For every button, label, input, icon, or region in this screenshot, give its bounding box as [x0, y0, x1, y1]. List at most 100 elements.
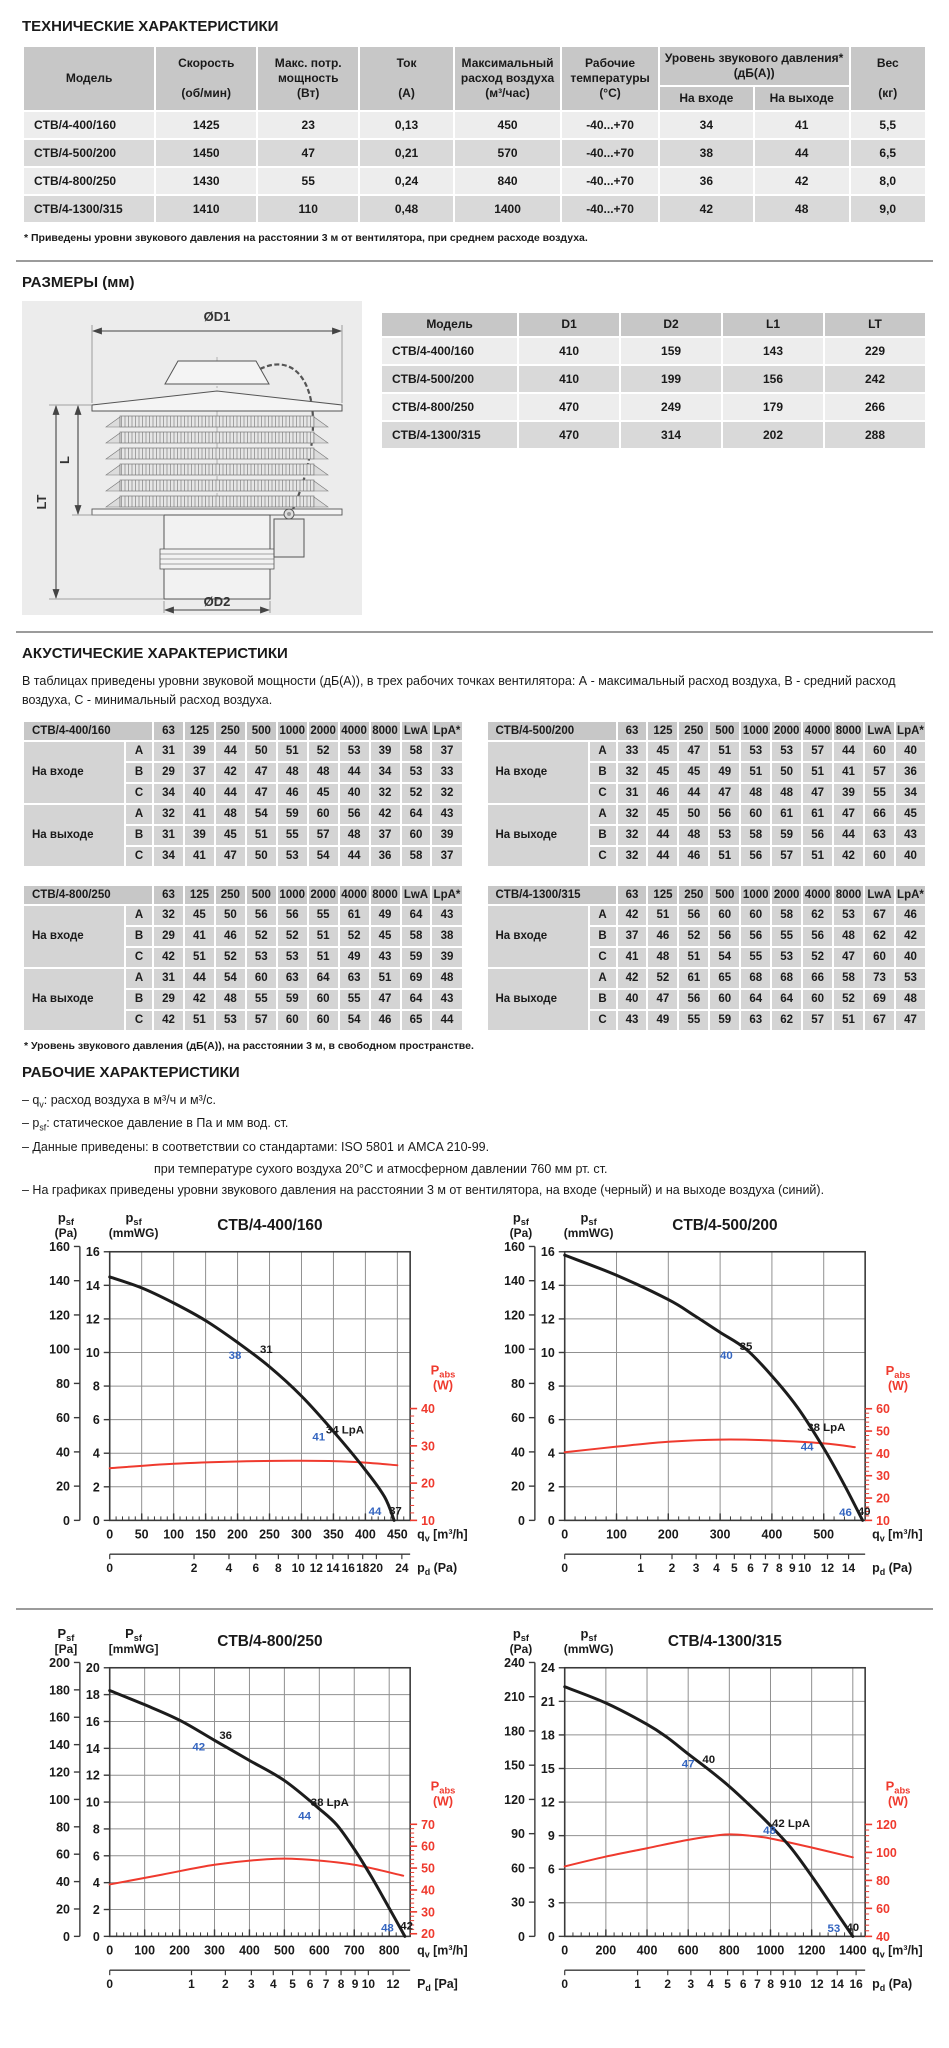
note-text: : статическое давление в Па и мм вод. ст…	[46, 1116, 289, 1131]
table-cell: 56	[803, 926, 833, 946]
table-cell: 41	[184, 846, 214, 866]
acoustic-footnote: * Уровень звукового давления (дБ(А)), на…	[24, 1039, 474, 1052]
table-header: LwA	[865, 721, 894, 740]
svg-text:40: 40	[846, 1922, 859, 1934]
table-cell: 34	[659, 112, 753, 138]
svg-text:7: 7	[323, 1977, 330, 1991]
svg-text:10: 10	[86, 1346, 100, 1360]
svg-text:38 LpA: 38 LpA	[311, 1797, 349, 1809]
power-curve	[108, 1857, 405, 1886]
table-cell: A	[589, 804, 616, 824]
table-cell: 48	[432, 968, 462, 988]
table-cell: 42	[370, 804, 400, 824]
table-row: C 34 41 47 50 53 54 44 36 58 37	[24, 846, 462, 866]
svg-text:Pabs: Pabs	[886, 1363, 911, 1380]
note-line: – Данные приведены: в соответствии со ст…	[22, 1138, 927, 1157]
svg-text:20: 20	[511, 1480, 525, 1494]
table-cell: 1430	[156, 168, 257, 194]
table-cell: 64	[308, 968, 338, 988]
svg-text:psf: psf	[580, 1210, 597, 1227]
svg-text:20: 20	[370, 1561, 384, 1575]
svg-text:60: 60	[876, 1902, 890, 1916]
table-cell: 40	[184, 783, 214, 803]
table-header: 2000	[308, 721, 338, 740]
svg-text:20: 20	[876, 1492, 890, 1506]
table-row: CTB/4-1300/315 1410 110 0,48 1400 -40...+70 42…	[24, 196, 925, 222]
table-cell: A	[126, 741, 152, 761]
table-row: На входе A 32 45 50 56 56 55 61 49 64 43	[24, 905, 462, 967]
table-cell: 53	[339, 741, 369, 761]
svg-text:2: 2	[664, 1977, 671, 1991]
svg-text:100: 100	[876, 1846, 897, 1860]
table-cell: 53	[277, 846, 307, 866]
power-curve	[563, 1833, 854, 1868]
table-cell: 44	[184, 968, 214, 988]
table-cell: C	[126, 846, 152, 866]
dimension-d1: ØD1	[91, 309, 343, 403]
table-cell: 48	[741, 783, 771, 803]
table-cell: 57	[246, 1010, 276, 1030]
table-cell: 56	[803, 825, 833, 845]
svg-text:0: 0	[63, 1514, 70, 1528]
svg-text:18: 18	[356, 1561, 370, 1575]
svg-text:400: 400	[355, 1527, 376, 1541]
table-cell: 44	[834, 825, 863, 845]
pd-axis: 0 1 2 3 4 5 6 7 8 9 10 12 14 16 pd (Pa)	[561, 1969, 912, 1993]
table-cell: 56	[710, 804, 740, 824]
table-cell: B	[126, 926, 152, 946]
svg-text:450: 450	[387, 1527, 408, 1541]
tech-footnote: * Приведены уровни звукового давления на…	[24, 232, 588, 244]
table-cell: 47	[834, 804, 863, 824]
svg-text:60: 60	[421, 1840, 435, 1854]
svg-text:0: 0	[106, 1977, 113, 1991]
note-text: v	[39, 1099, 44, 1109]
table-cell: 55	[308, 905, 338, 925]
pressure-curve	[563, 1253, 865, 1522]
table-cell: 54	[710, 947, 740, 967]
table-cell: 43	[432, 804, 462, 824]
table-cell: 41	[184, 804, 214, 824]
table-cell: 156	[723, 366, 823, 392]
svg-text:1200: 1200	[798, 1943, 826, 1957]
svg-text:12: 12	[541, 1796, 555, 1810]
table-cell: A	[126, 905, 152, 925]
note-text: sf	[39, 1122, 47, 1133]
table-cell: 0,24	[360, 168, 453, 194]
base-plate	[91, 508, 343, 516]
table-cell: 59	[710, 1010, 740, 1030]
dims-table-head: Модель D1 D2 L1 LT	[382, 313, 925, 336]
svg-text:12: 12	[821, 1561, 835, 1575]
svg-text:9: 9	[789, 1561, 796, 1575]
table-cell: 49	[339, 947, 369, 967]
svg-text:1000: 1000	[757, 1943, 785, 1957]
table-cell: 46	[370, 1010, 400, 1030]
svg-text:50: 50	[135, 1527, 149, 1541]
table-cell: 47	[803, 783, 833, 803]
svg-text:48: 48	[763, 1825, 776, 1837]
table-row: C 42 51 53 57 60 60 54 46 65 44	[24, 1010, 462, 1030]
table-cell: 54	[246, 804, 276, 824]
plot-border	[563, 1250, 866, 1522]
table-cell: 51	[679, 947, 709, 967]
table-cell: 47	[895, 1010, 925, 1030]
svg-text:8: 8	[776, 1561, 783, 1575]
table-header: 125	[648, 721, 678, 740]
table-cell: 38	[659, 140, 753, 166]
table-cell: 51	[277, 741, 307, 761]
table-cell: 44	[648, 825, 678, 845]
table-cell: 48	[648, 947, 678, 967]
table-cell: 43	[432, 905, 462, 925]
table-cell: 59	[277, 989, 307, 1009]
table-cell: 199	[621, 366, 722, 392]
table-cell: 51	[308, 926, 338, 946]
svg-text:1400: 1400	[839, 1943, 867, 1957]
table-cell: 32	[617, 825, 647, 845]
table-cell: 44	[432, 1010, 462, 1030]
table-row: CTB/4-1300/315 470 314 202 288	[382, 422, 925, 448]
svg-text:24: 24	[541, 1661, 555, 1675]
table-cell: 53	[246, 947, 276, 967]
svg-text:100: 100	[49, 1793, 70, 1807]
svg-text:2: 2	[93, 1903, 100, 1917]
acoustic-table-CTB/4-1300/315: CTB/4-1300/315 63 125 250 500 1000 2000 4000 800…	[486, 884, 928, 1032]
